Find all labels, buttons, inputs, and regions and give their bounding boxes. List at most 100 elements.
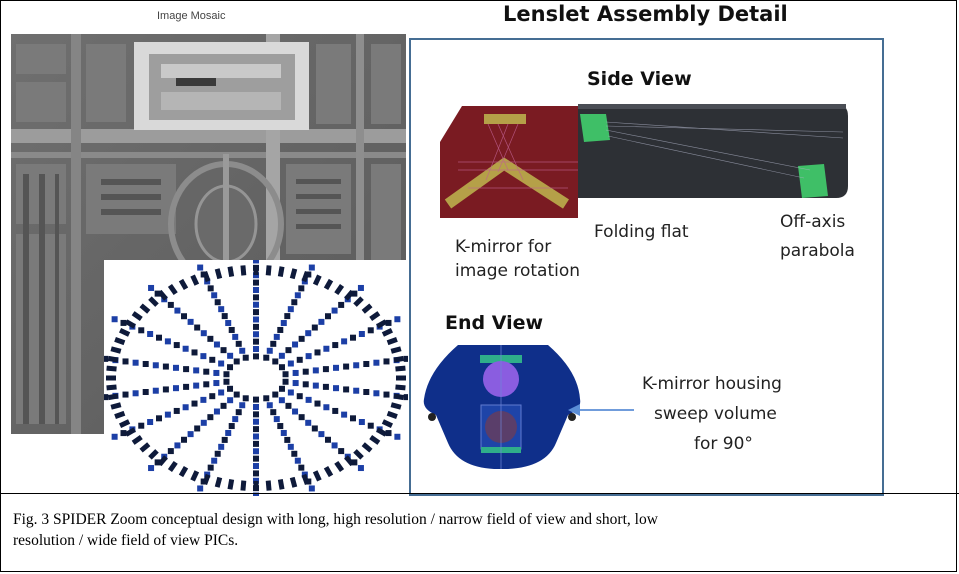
lenslet-segment (203, 381, 210, 388)
lenslet-segment (239, 347, 246, 354)
lenslet-segment (200, 419, 207, 426)
side-view-title: Side View (587, 68, 692, 90)
lenslet-segment (138, 327, 145, 334)
lenslet-segment (338, 301, 345, 308)
lenslet-segment (239, 402, 246, 409)
lenslet-segment (308, 485, 315, 492)
rim-lenslet (253, 481, 259, 491)
lenslet-segment (343, 363, 350, 370)
lenslet-segment (173, 342, 180, 349)
lenslet-segment (218, 306, 225, 313)
lenslet-segment (373, 390, 380, 397)
lenslet-segment (218, 443, 225, 450)
lenslet-segment (253, 440, 259, 447)
rim-lenslet (148, 449, 159, 460)
rim-lenslet (361, 303, 373, 314)
lenslet-segment (305, 353, 312, 360)
lenslet-segment (278, 352, 285, 359)
lenslet-segment (253, 426, 259, 433)
lenslet-segment (209, 356, 216, 363)
lenslet-segment (272, 358, 279, 365)
lenslet-segment (138, 422, 145, 429)
lenslet-segment (294, 292, 301, 299)
lenslet-segment (187, 318, 194, 325)
lenslet-segment (181, 313, 188, 320)
rim-lenslet (344, 289, 355, 301)
lenslet-segment (111, 316, 118, 323)
lenslet-segment (383, 391, 390, 398)
rim-lenslet (124, 427, 137, 437)
lenslet-segment (207, 464, 214, 471)
rim-lenslet (334, 284, 345, 296)
lenslet-segment (403, 355, 408, 362)
offaxis-label-line1: Off-axis (780, 212, 846, 232)
lenslet-segment (282, 378, 289, 385)
lenslet-segment (228, 326, 235, 333)
lenslet-segment (253, 279, 259, 286)
rim-lenslet (395, 384, 406, 391)
lenslet-segment (277, 423, 284, 430)
lenslet-segment (214, 450, 221, 457)
lenslet-segment (282, 371, 289, 378)
lenslet-segment (367, 327, 374, 334)
lenslet-segment (253, 411, 259, 418)
lenslet-segment (383, 358, 390, 365)
lenslet-segment (363, 360, 370, 367)
lenslet-segment (305, 396, 312, 403)
lenslet-segment (341, 411, 348, 418)
lenslet-segment (148, 465, 155, 472)
lenslet-segment (147, 419, 154, 426)
mosaic-title: Image Mosaic (157, 10, 226, 22)
lenslet-segment (292, 408, 299, 415)
rim-lenslet (106, 375, 116, 381)
lenslet-segment (220, 347, 227, 354)
lenslet-segment (341, 338, 348, 345)
lenslet-segment (200, 396, 207, 403)
lenslet-segment (263, 395, 270, 402)
lenslet-segment (285, 402, 292, 409)
lenslet-segment (349, 415, 356, 422)
lenslet-segment (394, 316, 401, 323)
lenslet-segment (211, 292, 218, 299)
lenslet-segment (332, 342, 339, 349)
lenslet-segment (357, 465, 364, 472)
lenslet-segment (284, 313, 291, 320)
rim-lenslet (214, 476, 223, 488)
lenslet-segment (213, 341, 220, 348)
rim-lenslet (124, 319, 137, 329)
rim-lenslet (190, 470, 200, 482)
lenslet-segment (218, 360, 225, 367)
lenslet-segment (225, 320, 232, 327)
rim-lenslet (334, 460, 345, 472)
rim-lenslet (106, 365, 117, 372)
rim-lenslet (131, 311, 143, 321)
lenslet-segment (298, 464, 305, 471)
lenslet-segment (394, 433, 401, 440)
lenslet-segment (164, 338, 171, 345)
lenslet-segment (197, 264, 204, 271)
lenslet-segment (233, 391, 240, 398)
lenslet-segment (333, 364, 340, 371)
lenslet-segment (221, 436, 228, 443)
lenslet-segment (322, 366, 329, 373)
lenslet-segment (233, 358, 240, 365)
lenslet-segment (174, 442, 181, 449)
rim-lenslet (227, 479, 235, 490)
lenslet-segment (273, 416, 280, 423)
lenslet-segment (284, 436, 291, 443)
lenslet-segment (263, 354, 270, 361)
lenslet-segment (221, 313, 228, 320)
lenslet-segment (302, 368, 309, 375)
spider-radial-array (104, 260, 408, 496)
kmirror-label-line1: K-mirror for (455, 237, 552, 257)
rim-lenslet (396, 375, 406, 381)
housing-label-line3: for 90° (694, 434, 753, 454)
caption-line-1: Fig. 3 SPIDER Zoom conceptual design wit… (13, 511, 658, 528)
lenslet-segment (296, 393, 303, 400)
rim-lenslet (312, 470, 322, 482)
rim-lenslet (289, 268, 298, 280)
rim-lenslet (277, 479, 285, 490)
rim-lenslet (107, 393, 119, 401)
lenslet-segment (357, 284, 364, 291)
rim-lenslet (253, 265, 259, 275)
